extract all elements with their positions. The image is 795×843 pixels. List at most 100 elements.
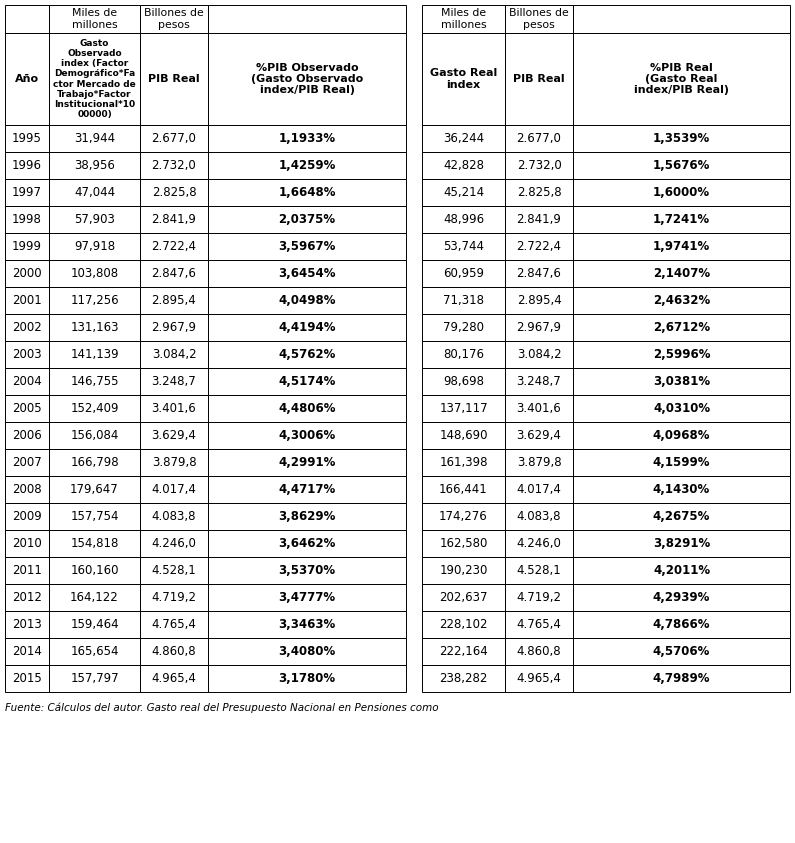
- Bar: [208, 179, 406, 206]
- Bar: [5, 638, 49, 665]
- Text: 80,176: 80,176: [443, 348, 484, 361]
- Text: 3.629,4: 3.629,4: [152, 429, 196, 442]
- Bar: [208, 287, 406, 314]
- Text: 4,0498%: 4,0498%: [278, 294, 335, 307]
- Text: 60,959: 60,959: [443, 267, 484, 280]
- Text: 3,6462%: 3,6462%: [278, 537, 335, 550]
- Text: 165,654: 165,654: [70, 645, 118, 658]
- Bar: [505, 179, 573, 206]
- Bar: [140, 395, 208, 422]
- Text: 3,4777%: 3,4777%: [278, 591, 335, 604]
- Text: 2010: 2010: [12, 537, 42, 550]
- Bar: [140, 260, 208, 287]
- Bar: [573, 611, 790, 638]
- Text: Miles de
millones: Miles de millones: [72, 8, 118, 30]
- Text: 2003: 2003: [12, 348, 42, 361]
- Text: 3,5967%: 3,5967%: [278, 240, 335, 253]
- Text: 2,5996%: 2,5996%: [653, 348, 710, 361]
- Text: 137,117: 137,117: [439, 402, 488, 415]
- Bar: [573, 287, 790, 314]
- Bar: [140, 125, 208, 152]
- Text: 2.967,9: 2.967,9: [152, 321, 196, 334]
- Bar: [505, 449, 573, 476]
- Text: 4,5762%: 4,5762%: [278, 348, 335, 361]
- Text: 4.765,4: 4.765,4: [517, 618, 561, 631]
- Bar: [5, 206, 49, 233]
- Text: 238,282: 238,282: [440, 672, 487, 685]
- Bar: [208, 152, 406, 179]
- Bar: [140, 530, 208, 557]
- Bar: [573, 260, 790, 287]
- Text: 159,464: 159,464: [70, 618, 118, 631]
- Text: 2009: 2009: [12, 510, 42, 523]
- Text: 3,5370%: 3,5370%: [278, 564, 335, 577]
- Text: 3,0381%: 3,0381%: [653, 375, 710, 388]
- Bar: [422, 5, 505, 33]
- Text: 3,8291%: 3,8291%: [653, 537, 710, 550]
- Bar: [505, 638, 573, 665]
- Text: 2.841,9: 2.841,9: [152, 213, 196, 226]
- Bar: [573, 476, 790, 503]
- Text: 141,139: 141,139: [70, 348, 118, 361]
- Bar: [208, 476, 406, 503]
- Text: 4.246,0: 4.246,0: [517, 537, 561, 550]
- Bar: [208, 584, 406, 611]
- Bar: [208, 557, 406, 584]
- Text: 4,4194%: 4,4194%: [278, 321, 335, 334]
- Bar: [573, 395, 790, 422]
- Bar: [573, 206, 790, 233]
- Text: 4,7989%: 4,7989%: [653, 672, 710, 685]
- Bar: [5, 368, 49, 395]
- Text: 3,1780%: 3,1780%: [278, 672, 335, 685]
- Bar: [140, 584, 208, 611]
- Text: 2.847,6: 2.847,6: [152, 267, 196, 280]
- Text: 4,5706%: 4,5706%: [653, 645, 710, 658]
- Bar: [422, 33, 505, 125]
- Bar: [208, 260, 406, 287]
- Bar: [5, 260, 49, 287]
- Text: Billones de
pesos: Billones de pesos: [509, 8, 569, 30]
- Text: 4,5174%: 4,5174%: [278, 375, 335, 388]
- Text: 3,3463%: 3,3463%: [278, 618, 335, 631]
- Bar: [5, 449, 49, 476]
- Bar: [422, 422, 505, 449]
- Text: 45,214: 45,214: [443, 186, 484, 199]
- Bar: [49, 125, 140, 152]
- Bar: [5, 152, 49, 179]
- Bar: [422, 584, 505, 611]
- Text: 164,122: 164,122: [70, 591, 119, 604]
- Text: 4.719,2: 4.719,2: [517, 591, 561, 604]
- Text: 2.825,8: 2.825,8: [152, 186, 196, 199]
- Bar: [573, 503, 790, 530]
- Text: 4,4717%: 4,4717%: [278, 483, 335, 496]
- Bar: [49, 665, 140, 692]
- Text: 4,2675%: 4,2675%: [653, 510, 710, 523]
- Bar: [573, 368, 790, 395]
- Text: 166,441: 166,441: [439, 483, 488, 496]
- Bar: [422, 665, 505, 692]
- Bar: [5, 503, 49, 530]
- Text: 2.841,9: 2.841,9: [517, 213, 561, 226]
- Text: 4.528,1: 4.528,1: [517, 564, 561, 577]
- Text: 79,280: 79,280: [443, 321, 484, 334]
- Text: %PIB Real
(Gasto Real
index/PIB Real): %PIB Real (Gasto Real index/PIB Real): [634, 62, 729, 95]
- Bar: [573, 341, 790, 368]
- Text: 3,4080%: 3,4080%: [278, 645, 335, 658]
- Bar: [208, 368, 406, 395]
- Bar: [422, 476, 505, 503]
- Text: 174,276: 174,276: [439, 510, 488, 523]
- Bar: [49, 33, 140, 125]
- Bar: [5, 314, 49, 341]
- Bar: [5, 530, 49, 557]
- Text: 228,102: 228,102: [440, 618, 488, 631]
- Text: 4,2991%: 4,2991%: [278, 456, 335, 469]
- Text: 3.248,7: 3.248,7: [517, 375, 561, 388]
- Text: 166,798: 166,798: [70, 456, 118, 469]
- Bar: [49, 395, 140, 422]
- Bar: [140, 368, 208, 395]
- Bar: [505, 611, 573, 638]
- Bar: [5, 611, 49, 638]
- Bar: [208, 341, 406, 368]
- Bar: [208, 314, 406, 341]
- Text: 4.017,4: 4.017,4: [152, 483, 196, 496]
